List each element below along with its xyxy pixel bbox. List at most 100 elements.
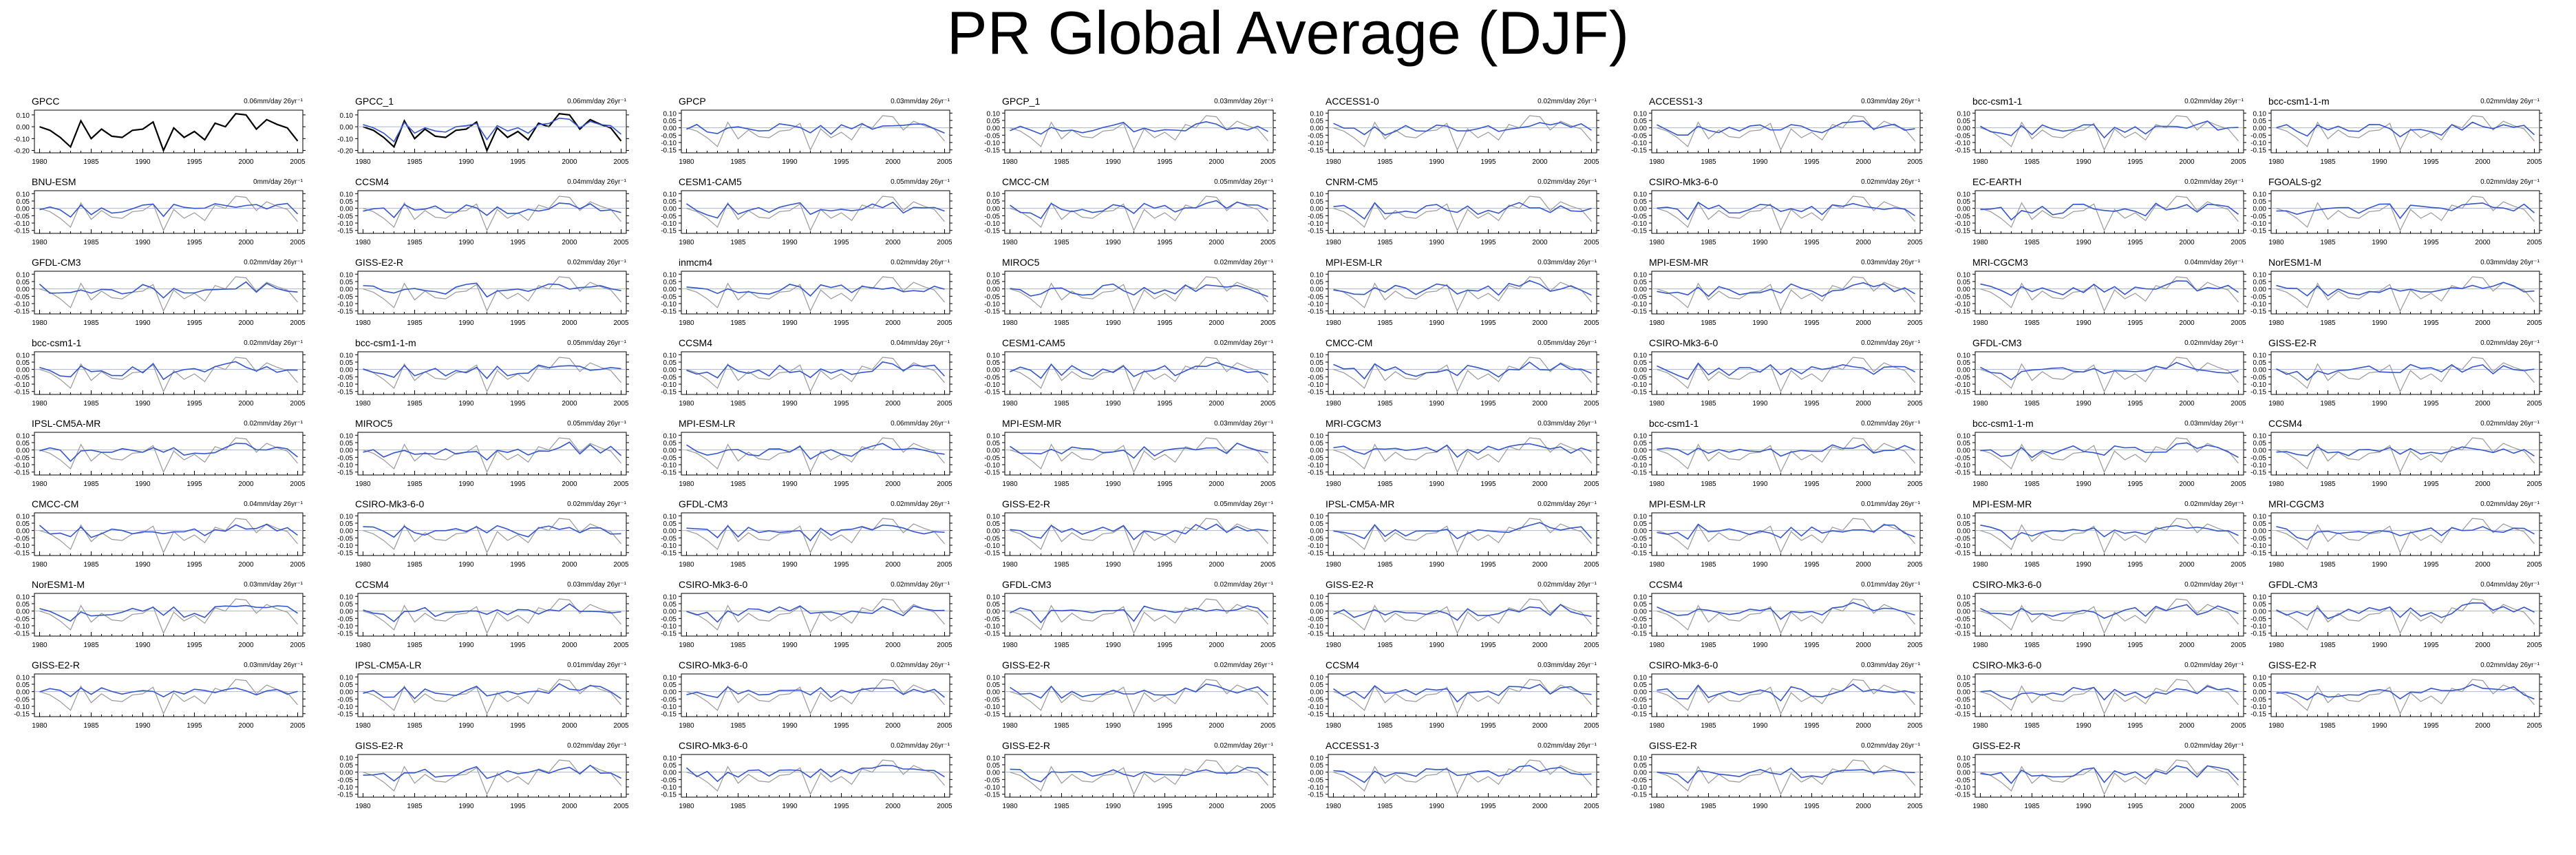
x-tick-label: 1995 xyxy=(833,803,849,810)
x-tick-label: 1985 xyxy=(1377,239,1393,246)
y-tick-label: 0.00 xyxy=(663,206,677,213)
x-tick-label: 2000 xyxy=(2475,239,2491,246)
x-tick-label: 2000 xyxy=(1532,561,1548,569)
y-tick-label: 0.05 xyxy=(1957,520,1971,528)
y-tick-label: 0.00 xyxy=(1957,770,1971,777)
y-tick-label: 0.00 xyxy=(1634,528,1648,536)
y-tick-label: 0.00 xyxy=(2253,125,2267,133)
y-tick-label: 0.00 xyxy=(663,367,677,374)
x-tick-label: 2005 xyxy=(613,803,629,810)
y-tick-label: 0.00 xyxy=(1310,528,1324,536)
y-tick-label: 0.00 xyxy=(987,125,1001,133)
panel-frame xyxy=(2270,271,2540,315)
x-tick-label: 1980 xyxy=(1326,722,1341,730)
y-tick-label: 0.10 xyxy=(1634,352,1648,359)
panel-trend-label: 0.02mm/day 26yr⁻¹ xyxy=(891,500,950,508)
x-tick-label: 2000 xyxy=(1532,722,1548,730)
panel-title: MRI-CGCM3 xyxy=(1326,418,1381,429)
x-tick-label: 1985 xyxy=(1377,481,1393,488)
model-series-line xyxy=(39,281,298,299)
y-tick-label: 0.05 xyxy=(663,359,677,367)
panel-frame xyxy=(681,190,950,234)
panel-title: GPCC_1 xyxy=(355,96,394,107)
panel-title: CSIRO-Mk3-6-0 xyxy=(1649,659,1718,671)
x-tick-label: 1985 xyxy=(83,722,99,730)
y-tick-label: 0.05 xyxy=(1310,198,1324,206)
panel-trend-label: 0.02mm/day 26yr⁻¹ xyxy=(244,259,304,266)
y-tick-label: 0.00 xyxy=(987,689,1001,697)
model-series-line xyxy=(1657,362,1915,380)
panel-title: IPSL-CM5A-LR xyxy=(355,659,421,671)
chart-panel: MRI-CGCM3 0.03mm/day 26yr⁻¹0.100.050.00-0… xyxy=(1308,418,1599,488)
model-series-line xyxy=(1980,524,2239,540)
x-tick-label: 2000 xyxy=(238,722,254,730)
model-series-line xyxy=(686,284,945,297)
x-tick-label: 1990 xyxy=(1105,722,1121,730)
x-tick-label: 1995 xyxy=(187,481,202,488)
y-tick-label: -0.10 xyxy=(14,704,30,711)
x-tick-label: 2000 xyxy=(1209,803,1224,810)
x-tick-label: 2005 xyxy=(1260,803,1276,810)
x-tick-label: 1985 xyxy=(2320,481,2336,488)
chart-panel: NorESM1-M 0.03mm/day 26yr⁻¹0.100.050.00-0… xyxy=(2250,257,2542,327)
y-tick-label: 0.00 xyxy=(17,124,30,131)
y-tick-label: -0.15 xyxy=(984,550,1000,558)
x-tick-label: 1985 xyxy=(1701,400,1716,408)
x-tick-label: 1985 xyxy=(2024,239,2040,246)
x-tick-label: 1980 xyxy=(32,239,47,246)
x-tick-label: 2005 xyxy=(1260,158,1276,166)
y-tick-label: -0.05 xyxy=(14,696,30,704)
x-tick-label: 2005 xyxy=(1584,722,1599,730)
panel-title: GISS-E2-R xyxy=(1002,740,1050,751)
x-tick-label: 1995 xyxy=(833,400,849,408)
y-tick-label: -0.10 xyxy=(1308,462,1323,469)
panel-title: CCSM4 xyxy=(355,176,389,187)
y-tick-label: 0.10 xyxy=(340,754,354,762)
panel-frame xyxy=(1328,754,1597,798)
x-tick-label: 2005 xyxy=(1584,803,1599,810)
y-tick-label: 0.10 xyxy=(340,352,354,359)
y-tick-label: -0.10 xyxy=(14,462,30,469)
model-series-line xyxy=(2276,526,2535,541)
reference-series-line xyxy=(1010,115,1268,151)
x-tick-label: 1985 xyxy=(2024,722,2040,730)
x-tick-label: 1995 xyxy=(833,158,849,166)
panel-trend-label: 0.02mm/day 26yr⁻¹ xyxy=(1214,662,1274,669)
y-tick-label: 0.05 xyxy=(1634,601,1648,609)
y-tick-label: -0.15 xyxy=(984,389,1000,397)
x-tick-label: 2000 xyxy=(1209,722,1224,730)
panel-frame xyxy=(1328,271,1597,315)
y-tick-label: -0.05 xyxy=(984,615,1000,623)
chart-panel: GPCC_1 0.06mm/day 26yr⁻¹ 0.10 0.00 -0.10 -0.2… xyxy=(337,96,629,166)
y-tick-label: -0.10 xyxy=(2250,140,2266,147)
x-tick-label: 1995 xyxy=(2423,158,2439,166)
y-tick-label: -0.15 xyxy=(337,631,353,638)
y-tick-label: -0.10 xyxy=(1308,220,1323,228)
x-tick-label: 2005 xyxy=(1260,481,1276,488)
panel-title: EC-EARTH xyxy=(1972,176,2021,187)
x-tick-label: 2005 xyxy=(2231,642,2246,649)
y-tick-label: 0.10 xyxy=(663,352,677,359)
panel-trend-label: 0.02mm/day 26yr⁻¹ xyxy=(891,581,950,589)
y-tick-label: 0.10 xyxy=(987,271,1001,279)
panel-trend-label: 0.04mm/day 26yr⁻¹ xyxy=(891,339,950,347)
reference-series-line xyxy=(2276,276,2535,313)
x-tick-label: 1995 xyxy=(2127,400,2143,408)
y-tick-label: 0.05 xyxy=(1634,762,1648,770)
y-tick-label: -0.05 xyxy=(661,696,677,704)
x-tick-label: 2000 xyxy=(562,642,577,649)
x-tick-label: 1990 xyxy=(1429,722,1445,730)
x-tick-label: 1995 xyxy=(187,561,202,569)
model-series-line xyxy=(1010,283,1268,297)
y-tick-label: -0.15 xyxy=(2250,550,2266,558)
reference-series-line xyxy=(363,437,621,474)
y-tick-label: 0.00 xyxy=(2253,528,2267,536)
x-tick-label: 2000 xyxy=(1532,803,1548,810)
x-tick-label: 1985 xyxy=(1701,561,1716,569)
x-tick-label: 1985 xyxy=(1701,803,1716,810)
x-tick-label: 1990 xyxy=(1429,481,1445,488)
y-tick-label: -0.05 xyxy=(2250,696,2266,704)
x-tick-label: 1985 xyxy=(1054,239,1069,246)
panel-trend-label: 0.02mm/day 26yr⁻¹ xyxy=(891,742,950,750)
y-tick-label: 0.00 xyxy=(1957,286,1971,294)
